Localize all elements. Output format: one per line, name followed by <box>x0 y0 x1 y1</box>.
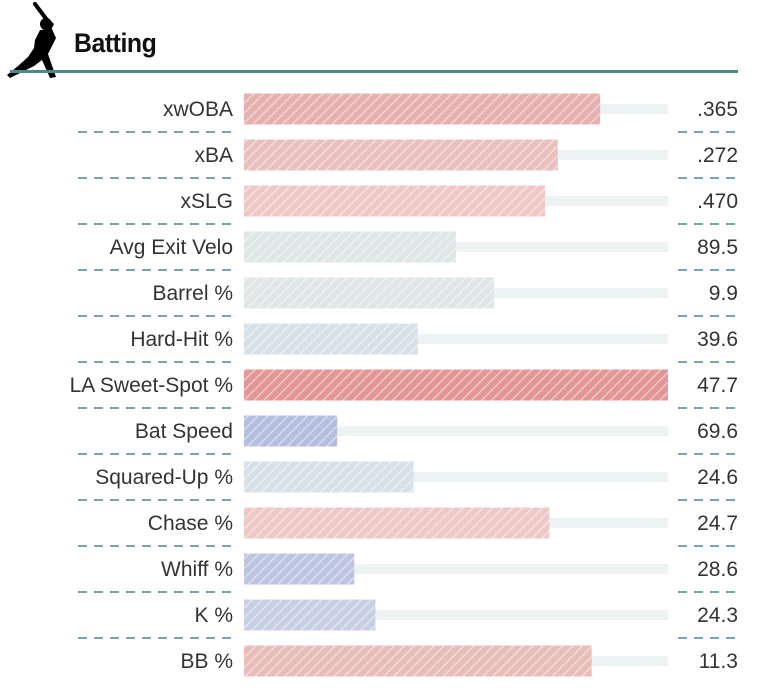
metric-value: 11.3 <box>699 650 738 673</box>
metric-label: Whiff % <box>161 558 233 581</box>
metric-value: 39.6 <box>697 328 738 351</box>
bar-track <box>244 610 668 620</box>
bar-hatch <box>244 139 558 171</box>
metric-label: xSLG <box>180 190 233 213</box>
metric-label: K % <box>194 604 233 627</box>
metric-value: 24.7 <box>697 512 738 535</box>
metric-value: 24.3 <box>697 604 738 627</box>
metric-label: Squared-Up % <box>95 466 233 489</box>
bar-hatch <box>244 369 668 401</box>
metric-row: xwOBA .365 <box>78 93 738 133</box>
metric-row: BB % 11.3 <box>180 645 738 677</box>
bar-track <box>244 426 668 436</box>
bar-track <box>244 472 668 482</box>
metric-row: K % 24.3 <box>78 599 738 639</box>
bar-hatch <box>244 507 550 539</box>
bar-track <box>244 334 668 344</box>
metric-row: Bat Speed 69.6 <box>78 415 738 455</box>
section-title: Batting <box>74 28 157 58</box>
metric-label: LA Sweet-Spot % <box>70 374 233 397</box>
metric-row: Squared-Up % 24.6 <box>78 461 738 501</box>
bar-hatch <box>244 415 338 447</box>
metric-label: Bat Speed <box>135 420 233 443</box>
metric-row: LA Sweet-Spot % 47.7 <box>70 369 738 409</box>
bar-hatch <box>244 277 495 309</box>
metric-label: Avg Exit Velo <box>110 236 233 259</box>
chart-rows: xwOBA .365 xBA .272 xSLG .470 Avg Exit Velo 89.… <box>70 93 738 677</box>
bar-hatch <box>244 599 376 631</box>
metric-row: xBA .272 <box>78 139 738 179</box>
metric-value: 9.9 <box>709 282 738 305</box>
bar-hatch <box>244 231 456 263</box>
metric-label: BB % <box>180 650 233 673</box>
metric-value: .272 <box>697 144 738 167</box>
metric-label: Chase % <box>148 512 233 535</box>
metric-label: Barrel % <box>152 282 233 305</box>
metric-value: 69.6 <box>697 420 738 443</box>
metric-value: .365 <box>697 98 738 121</box>
bar-track <box>244 564 668 574</box>
metric-row: Hard-Hit % 39.6 <box>78 323 738 363</box>
bar-hatch <box>244 185 546 217</box>
metric-label: Hard-Hit % <box>130 328 233 351</box>
metric-value: 47.7 <box>697 374 738 397</box>
bar-hatch <box>244 461 414 493</box>
bar-hatch <box>244 323 418 355</box>
metric-label: xwOBA <box>163 98 233 121</box>
metric-row: Avg Exit Velo 89.5 <box>78 231 738 271</box>
bar-hatch <box>244 93 601 125</box>
batting-header: Batting <box>0 0 760 78</box>
metric-value: 24.6 <box>697 466 738 489</box>
metric-value: .470 <box>697 190 738 213</box>
bar-hatch <box>244 553 355 585</box>
metric-label: xBA <box>194 144 233 167</box>
header-rule <box>10 70 738 73</box>
metric-value: 28.6 <box>697 558 738 581</box>
metric-row: Whiff % 28.6 <box>78 553 738 593</box>
metric-row: Chase % 24.7 <box>78 507 738 547</box>
metric-row: Barrel % 9.9 <box>78 277 738 317</box>
metric-row: xSLG .470 <box>78 185 738 225</box>
batter-silhouette-icon <box>7 2 56 78</box>
metric-value: 89.5 <box>697 236 738 259</box>
bar-hatch <box>244 645 592 677</box>
